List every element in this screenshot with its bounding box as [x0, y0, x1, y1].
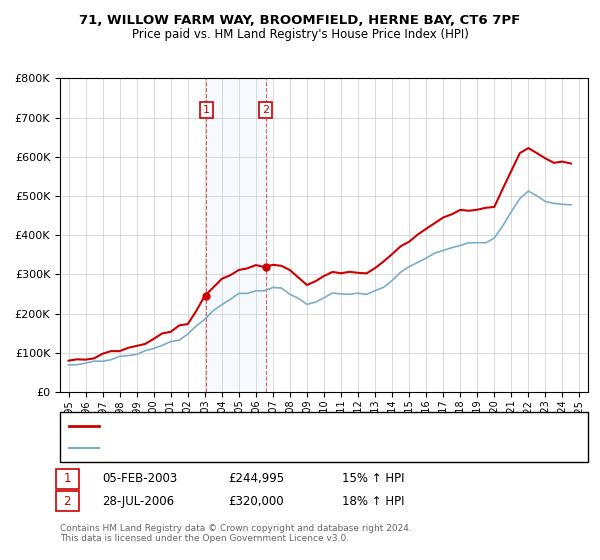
Text: 15% ↑ HPI: 15% ↑ HPI: [342, 472, 404, 486]
Text: 2: 2: [64, 494, 71, 508]
Bar: [206, 78, 266, 392]
Text: 05-FEB-2003: 05-FEB-2003: [102, 472, 177, 486]
Text: £320,000: £320,000: [228, 494, 284, 508]
Text: £244,995: £244,995: [228, 472, 284, 486]
Text: 71, WILLOW FARM WAY, BROOMFIELD, HERNE BAY, CT6 7PF (detached house): 71, WILLOW FARM WAY, BROOMFIELD, HERNE B…: [105, 421, 509, 431]
Text: Contains HM Land Registry data © Crown copyright and database right 2024.
This d: Contains HM Land Registry data © Crown c…: [60, 524, 412, 543]
Text: 18% ↑ HPI: 18% ↑ HPI: [342, 494, 404, 508]
Text: 1: 1: [203, 105, 210, 115]
Text: HPI: Average price, detached house, Canterbury: HPI: Average price, detached house, Cant…: [105, 443, 357, 453]
Text: 1: 1: [64, 472, 71, 486]
Text: 71, WILLOW FARM WAY, BROOMFIELD, HERNE BAY, CT6 7PF: 71, WILLOW FARM WAY, BROOMFIELD, HERNE B…: [79, 14, 521, 27]
Text: Price paid vs. HM Land Registry's House Price Index (HPI): Price paid vs. HM Land Registry's House …: [131, 28, 469, 41]
Text: 28-JUL-2006: 28-JUL-2006: [102, 494, 174, 508]
Text: 2: 2: [262, 105, 269, 115]
